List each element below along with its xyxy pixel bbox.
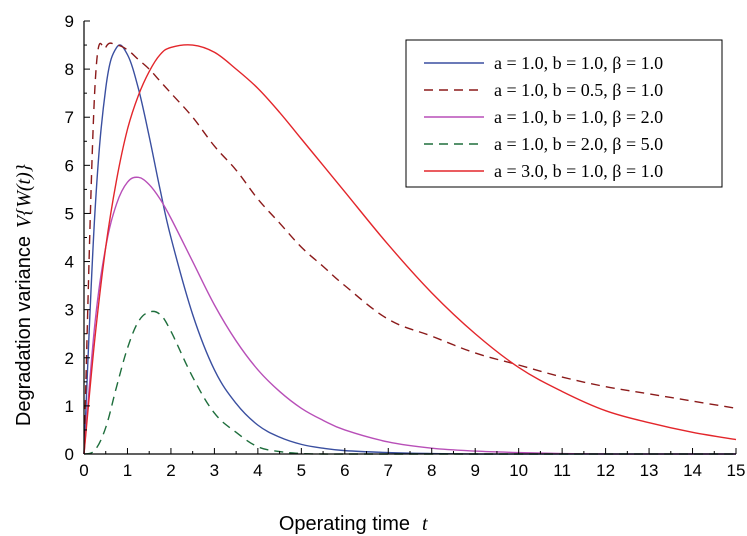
x-tick-label: 0 (79, 461, 88, 480)
legend-box (405, 39, 723, 188)
y-axis-title: Degradation variance (13, 236, 35, 426)
x-tick-label: 3 (210, 461, 219, 480)
x-tick-label: 1 (123, 461, 132, 480)
y-axis-title-variable: V{W(t)} (13, 164, 35, 228)
y-tick-label: 3 (65, 301, 74, 320)
x-tick-label: 10 (509, 461, 528, 480)
legend: a = 1.0, b = 1.0, β = 1.0 a = 1.0, b = 0.… (405, 39, 723, 188)
series-line-4 (83, 310, 736, 455)
x-axis-title: Operating time (279, 513, 410, 535)
x-tick-label: 7 (384, 461, 393, 480)
y-tick-label: 2 (65, 349, 74, 368)
legend-label-2: a = 1.0, b = 0.5, β = 1.0 (494, 80, 663, 100)
x-tick-label: 8 (427, 461, 436, 480)
x-tick-label: 4 (253, 461, 262, 480)
y-tick-label: 9 (65, 12, 74, 31)
legend-label-4: a = 1.0, b = 2.0, β = 5.0 (494, 134, 663, 154)
x-tick-label: 11 (553, 461, 571, 480)
x-axis-title-variable: t (422, 513, 428, 535)
series-line-3 (83, 176, 736, 455)
x-tick-label: 2 (166, 461, 175, 480)
legend-label-3: a = 1.0, b = 1.0, β = 2.0 (494, 107, 663, 127)
legend-label-5: a = 3.0, b = 1.0, β = 1.0 (494, 161, 663, 181)
y-tick-label: 7 (65, 108, 74, 127)
y-tick-label: 1 (65, 397, 74, 416)
y-tick-label: 5 (65, 204, 74, 223)
series-line-2 (83, 42, 737, 455)
x-tick-label: 12 (596, 461, 615, 480)
y-tick-label: 6 (65, 156, 74, 175)
y-tick-label: 8 (65, 60, 74, 79)
y-tick-label: 4 (65, 253, 74, 272)
legend-label-1: a = 1.0, b = 1.0, β = 1.0 (494, 53, 663, 73)
x-tick-label: 5 (297, 461, 306, 480)
series-line-5 (83, 44, 737, 455)
y-tick-label: 0 (65, 445, 74, 464)
x-tick-label: 15 (727, 461, 746, 480)
x-tick-label: 9 (470, 461, 479, 480)
x-tick-label: 6 (340, 461, 349, 480)
x-tick-label: 13 (640, 461, 659, 480)
x-tick-label: 14 (683, 461, 702, 480)
